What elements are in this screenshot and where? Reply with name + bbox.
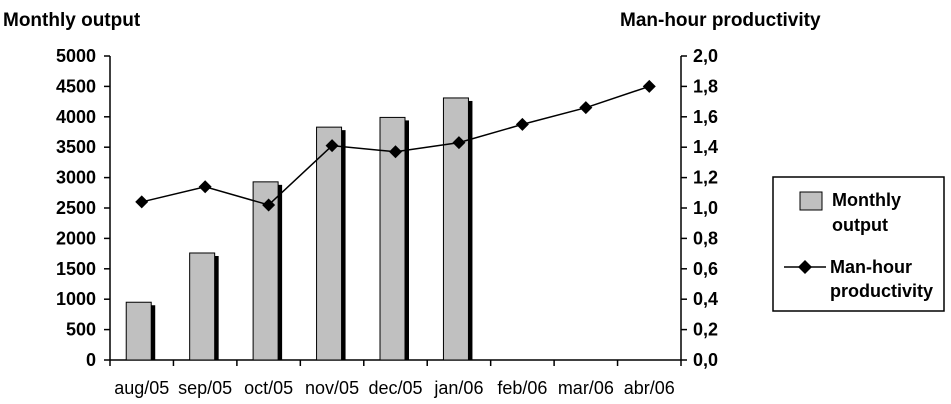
- right-tick-label: 0,2: [693, 320, 718, 340]
- line-point: [452, 136, 466, 150]
- axes: 0 500 1000 1500 2000 2500 3000 3500 4000 4500 5000…: [56, 46, 718, 398]
- bar: [316, 126, 343, 361]
- right-axis-title: Man-hour productivity: [620, 10, 821, 31]
- bar: [379, 116, 406, 361]
- line-point: [198, 180, 212, 194]
- left-tick-label: 5000: [56, 46, 96, 66]
- legend-label-monthly-output: Monthly: [832, 190, 901, 210]
- line-point: [515, 117, 529, 131]
- line-series: [135, 79, 656, 212]
- right-tick-label: 0,8: [693, 228, 718, 248]
- line-point: [579, 101, 593, 115]
- legend-label-productivity: productivity: [830, 281, 933, 301]
- x-tick-label: feb/06: [497, 378, 547, 398]
- line-point: [135, 195, 149, 209]
- left-tick-label: 1000: [56, 289, 96, 309]
- line-point: [325, 139, 339, 153]
- right-tick-label: 1,6: [693, 107, 718, 127]
- left-tick-label: 2000: [56, 228, 96, 248]
- bar: [189, 252, 216, 361]
- x-tick-label: aug/05: [114, 378, 169, 398]
- bar: [442, 97, 469, 361]
- right-tick-label: 0,4: [693, 289, 718, 309]
- left-tick-label: 0: [86, 350, 96, 370]
- right-tick-label: 1,4: [693, 137, 718, 157]
- legend-marker: [798, 260, 812, 274]
- bar-series: [125, 97, 473, 361]
- line-point: [642, 79, 656, 93]
- x-tick-label: mar/06: [558, 378, 614, 398]
- legend-label-productivity: Man-hour: [830, 257, 912, 277]
- right-tick-label: 1,8: [693, 76, 718, 96]
- left-axis-title: Monthly output: [3, 10, 141, 31]
- x-tick-label: nov/05: [305, 378, 359, 398]
- left-tick-label: 3000: [56, 168, 96, 188]
- bar: [125, 301, 152, 361]
- left-tick-label: 4000: [56, 107, 96, 127]
- left-tick-label: 1500: [56, 259, 96, 279]
- right-tick-label: 0,6: [693, 259, 718, 279]
- legend: Monthly output Man-hour productivity: [772, 176, 945, 312]
- right-tick-label: 1,2: [693, 168, 718, 188]
- x-tick-label: abr/06: [624, 378, 675, 398]
- x-tick-label: sep/05: [178, 378, 232, 398]
- legend-bar-swatch: [799, 191, 823, 211]
- x-tick-label: dec/05: [368, 378, 422, 398]
- bar: [252, 181, 279, 361]
- right-tick-label: 1,0: [693, 198, 718, 218]
- right-tick-label: 0,0: [693, 350, 718, 370]
- left-tick-label: 2500: [56, 198, 96, 218]
- line-point: [389, 145, 402, 159]
- left-tick-label: 500: [66, 320, 96, 340]
- x-tick-label: oct/05: [244, 378, 293, 398]
- x-tick-label: jan/06: [433, 378, 483, 398]
- left-tick-label: 3500: [56, 137, 96, 157]
- line-point: [262, 198, 276, 212]
- right-tick-label: 2,0: [693, 46, 718, 66]
- left-tick-label: 4500: [56, 76, 96, 96]
- legend-label-monthly-output: output: [832, 215, 888, 235]
